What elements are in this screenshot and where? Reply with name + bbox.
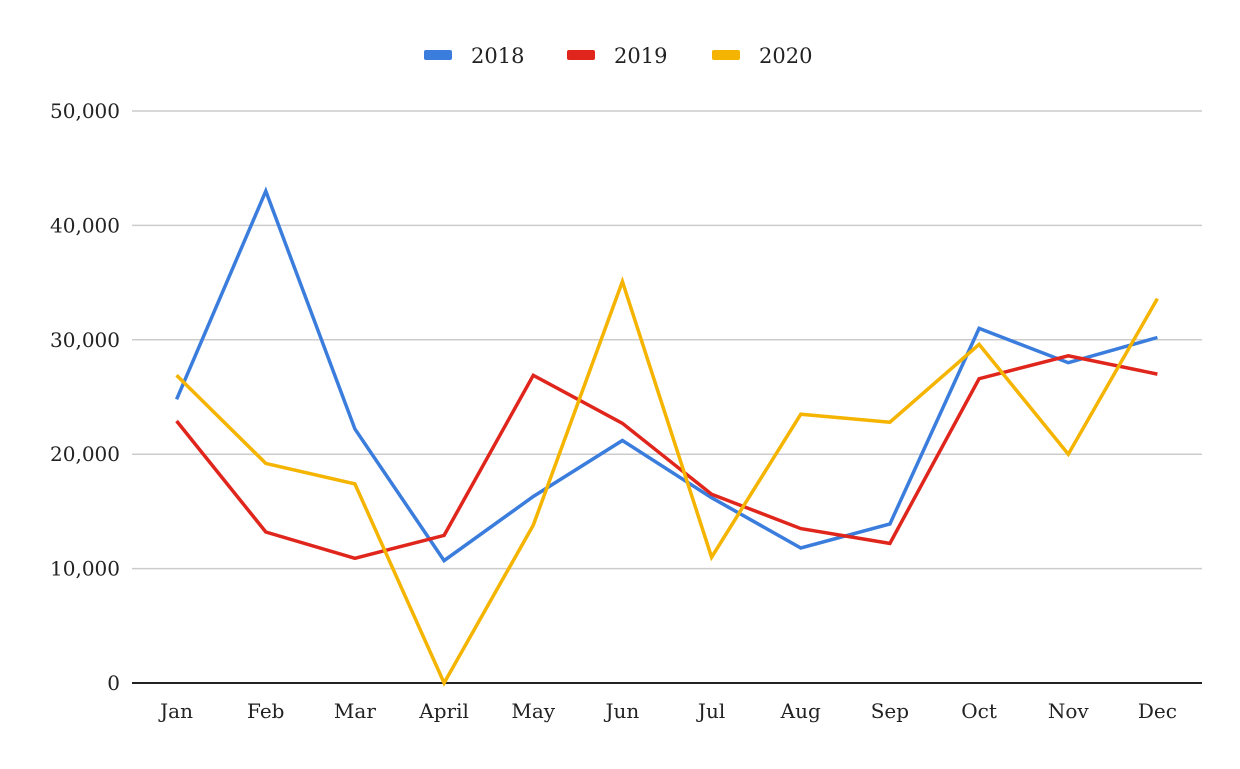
series-line-2018 xyxy=(174,186,1158,564)
x-tick-label: Sep xyxy=(871,699,909,723)
x-tick-label: Feb xyxy=(247,699,284,723)
y-axis-ticks: 0 10,000 20,000 30,000 40,000 50,000 xyxy=(50,99,120,695)
y-tick-label: 50,000 xyxy=(50,99,120,123)
y-tick-label: 30,000 xyxy=(50,328,120,352)
y-tick-label: 20,000 xyxy=(50,442,120,466)
y-tick-label: 0 xyxy=(107,671,120,695)
x-tick-label: Mar xyxy=(334,699,376,723)
y-tick-label: 10,000 xyxy=(50,557,120,581)
x-tick-label: Dec xyxy=(1138,699,1177,723)
legend: 2018 2019 2020 xyxy=(424,44,812,68)
legend-swatch-2019 xyxy=(567,50,595,60)
legend-swatch-2020 xyxy=(712,50,740,60)
series-lines xyxy=(174,186,1159,687)
x-tick-label: April xyxy=(418,699,469,723)
gridlines xyxy=(132,110,1202,684)
x-tick-label: Oct xyxy=(961,699,997,723)
y-tick-label: 40,000 xyxy=(50,213,120,237)
legend-label: 2019 xyxy=(614,44,667,68)
x-tick-label: Aug xyxy=(780,699,821,723)
x-axis-ticks: Jan Feb Mar April May Jun Jul Aug Sep Oct Nov Dec xyxy=(158,699,1177,723)
series-line-2019 xyxy=(175,354,1158,561)
x-tick-label: Jan xyxy=(158,699,193,723)
x-tick-label: Jul xyxy=(696,699,725,723)
x-tick-label: Jun xyxy=(604,699,640,723)
x-tick-label: Nov xyxy=(1048,699,1090,723)
series-line-2020 xyxy=(175,276,1159,687)
legend-label: 2018 xyxy=(471,44,524,68)
legend-label: 2020 xyxy=(759,44,812,68)
legend-swatch-2018 xyxy=(424,50,452,60)
x-tick-label: May xyxy=(511,699,555,723)
